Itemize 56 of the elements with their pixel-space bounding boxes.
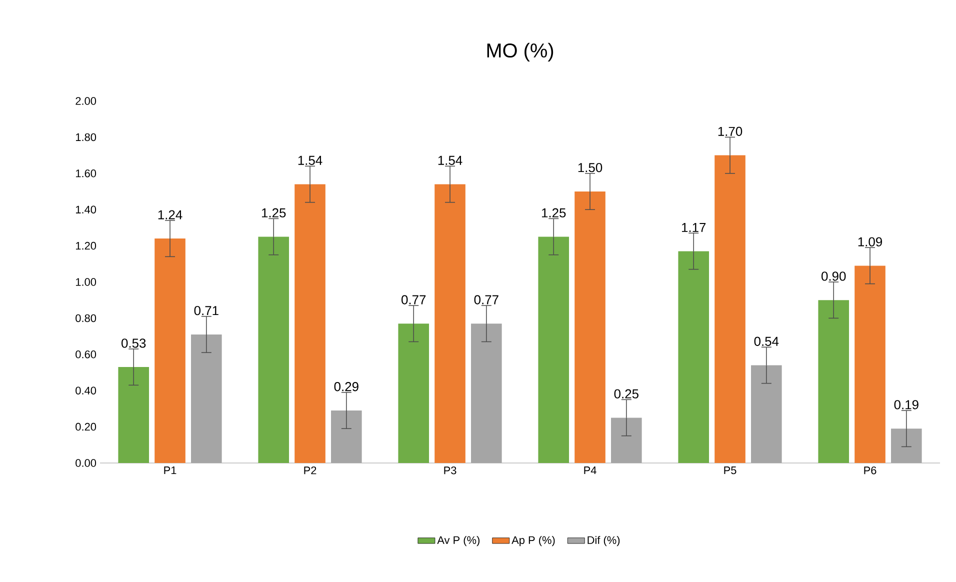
x-tick-label: P5 bbox=[724, 466, 736, 474]
x-tick-label: P3 bbox=[444, 466, 456, 474]
y-tick-label: 1.20 bbox=[76, 242, 96, 250]
x-tick-label: P6 bbox=[864, 466, 876, 474]
y-tick-label: 1.80 bbox=[76, 133, 96, 142]
data-label: 0.77 bbox=[474, 295, 498, 304]
chart-title: MO (%) bbox=[487, 42, 554, 62]
bar bbox=[854, 266, 886, 463]
x-tick-label: P1 bbox=[164, 466, 176, 474]
data-label: 1.25 bbox=[542, 208, 566, 218]
bar bbox=[471, 324, 502, 463]
y-tick-label: 0.00 bbox=[76, 459, 96, 467]
y-tick-label: 0.60 bbox=[76, 350, 96, 358]
legend-label: Av P (%) bbox=[437, 536, 480, 546]
bar bbox=[538, 236, 570, 463]
bar bbox=[118, 367, 150, 463]
bar bbox=[434, 184, 466, 463]
y-tick-label: 1.00 bbox=[76, 278, 96, 286]
bar bbox=[154, 238, 186, 463]
bar bbox=[714, 155, 746, 463]
bar bbox=[258, 236, 290, 463]
bar bbox=[331, 410, 362, 463]
bar bbox=[294, 184, 326, 463]
y-tick-label: 0.40 bbox=[76, 386, 96, 394]
bar bbox=[678, 251, 710, 463]
y-tick-label: 0.20 bbox=[76, 422, 96, 431]
data-label: 1.09 bbox=[858, 237, 882, 246]
bar bbox=[191, 334, 222, 463]
bar bbox=[818, 300, 850, 463]
data-label: 1.70 bbox=[718, 126, 742, 136]
x-tick-label: P4 bbox=[584, 466, 596, 474]
data-label: 1.50 bbox=[578, 163, 602, 172]
data-label: 0.29 bbox=[334, 382, 358, 392]
bar bbox=[751, 365, 782, 463]
data-label: 0.25 bbox=[614, 389, 638, 398]
data-label: 0.77 bbox=[402, 295, 426, 304]
y-tick-label: 1.60 bbox=[76, 170, 96, 178]
bar bbox=[398, 324, 430, 463]
data-label: 1.54 bbox=[298, 156, 322, 165]
legend-label: Dif (%) bbox=[588, 536, 620, 546]
y-tick-label: 1.40 bbox=[76, 206, 96, 214]
bar bbox=[574, 191, 606, 463]
data-label: 0.90 bbox=[822, 272, 846, 281]
data-label: 1.17 bbox=[682, 223, 706, 232]
data-label: 0.71 bbox=[194, 306, 218, 316]
bar bbox=[611, 418, 642, 463]
y-tick-label: 0.80 bbox=[76, 314, 96, 322]
x-tick-label: P2 bbox=[304, 466, 316, 474]
y-tick-label: 2.00 bbox=[76, 97, 96, 105]
data-label: 0.19 bbox=[894, 400, 918, 410]
data-label: 0.54 bbox=[754, 336, 779, 346]
data-label: 1.24 bbox=[158, 210, 182, 220]
legend-label: Ap P (%) bbox=[512, 536, 555, 546]
data-label: 1.54 bbox=[438, 156, 462, 165]
data-label: 0.53 bbox=[122, 338, 146, 348]
data-label: 1.25 bbox=[262, 208, 286, 218]
